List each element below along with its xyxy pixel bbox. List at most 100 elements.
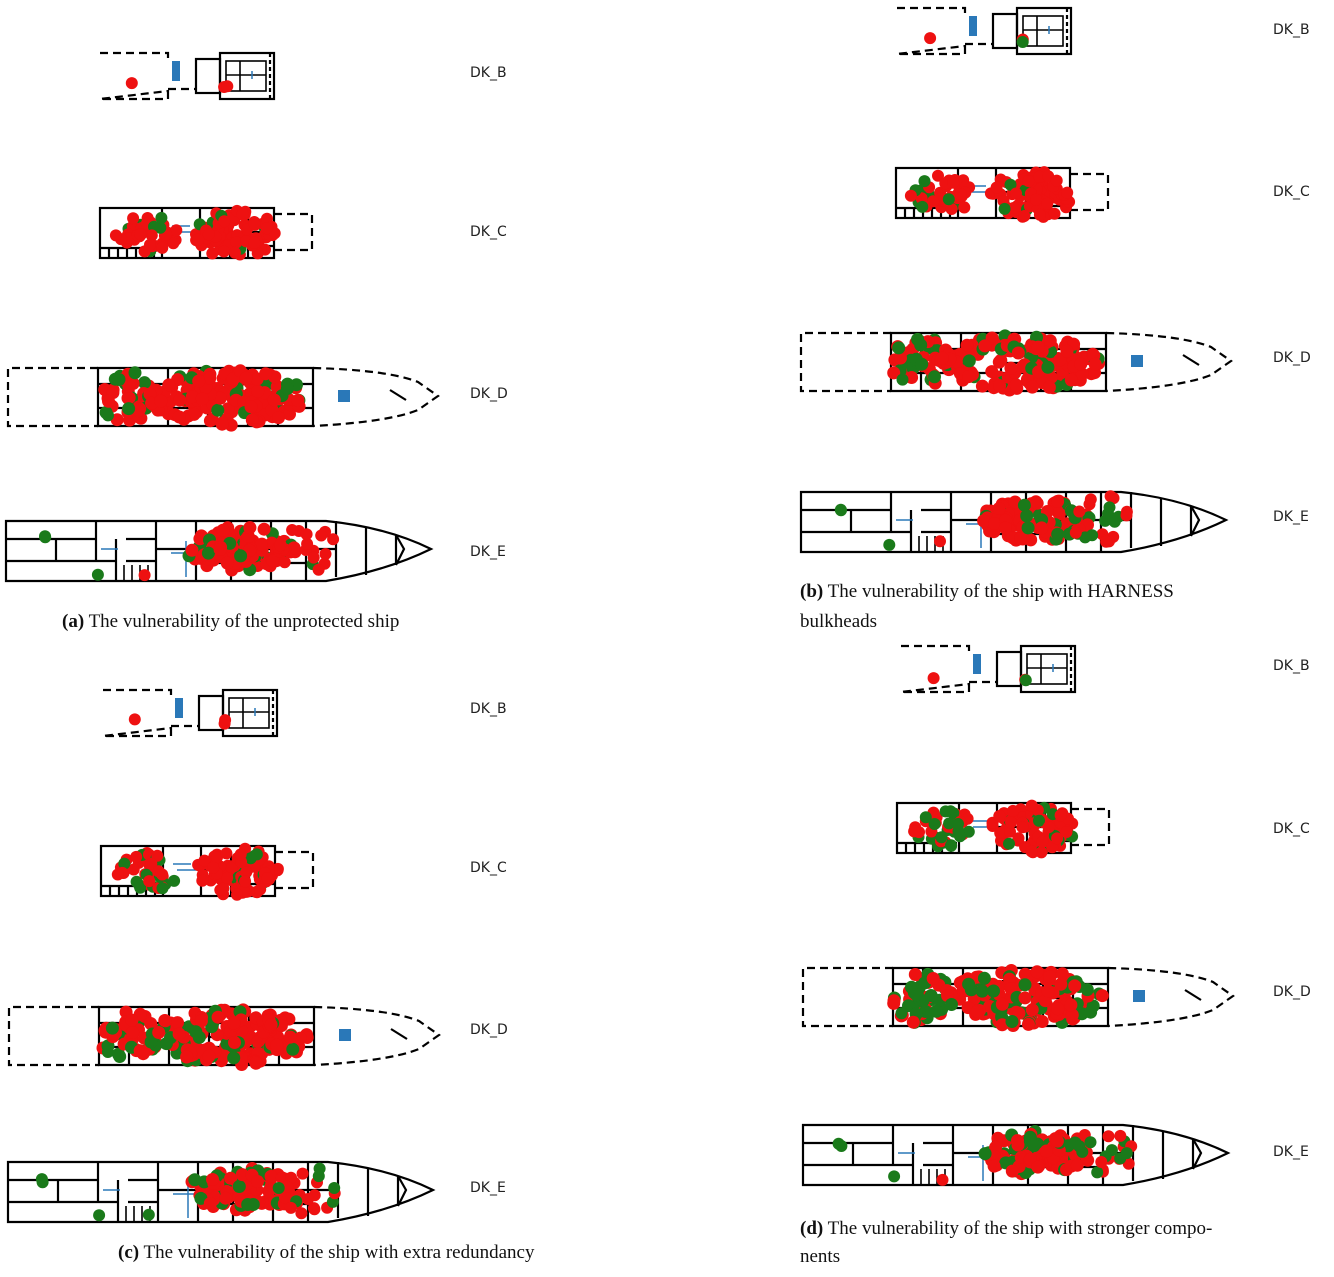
failed-component-marker bbox=[227, 1016, 241, 1030]
failed-component-marker bbox=[220, 556, 234, 570]
failed-component-marker bbox=[1005, 1164, 1019, 1178]
surviving-component-marker bbox=[128, 366, 142, 380]
failed-component-marker bbox=[1054, 809, 1067, 822]
failed-component-marker bbox=[993, 379, 1007, 393]
deck-b-room bbox=[194, 57, 222, 95]
failed-component-marker bbox=[1031, 1160, 1045, 1174]
failed-component-marker bbox=[283, 1030, 297, 1044]
deck-d-stern-dashed bbox=[7, 1005, 99, 1067]
failed-component-marker bbox=[109, 229, 122, 242]
failed-component-marker bbox=[264, 1018, 278, 1032]
caption-a: (a) The vulnerability of the unprotected… bbox=[62, 611, 399, 632]
deck-b-hull-dashed bbox=[102, 688, 173, 738]
failed-component-marker bbox=[312, 563, 325, 576]
failed-component-marker bbox=[264, 1169, 278, 1183]
failed-component-marker bbox=[230, 236, 243, 249]
failed-component-marker bbox=[128, 713, 141, 726]
surviving-component-marker bbox=[39, 531, 52, 544]
surviving-component-marker bbox=[1041, 360, 1055, 374]
failed-component-marker bbox=[1084, 493, 1097, 506]
surviving-component-marker bbox=[998, 202, 1011, 215]
surviving-component-marker bbox=[1017, 498, 1031, 512]
deck-label: DK_D bbox=[470, 386, 508, 402]
surviving-component-marker bbox=[1103, 501, 1116, 514]
failed-component-marker bbox=[293, 1031, 307, 1045]
failed-component-marker bbox=[295, 1207, 308, 1220]
surviving-component-marker bbox=[188, 1173, 202, 1187]
failed-component-marker bbox=[102, 394, 115, 408]
surviving-component-marker bbox=[939, 805, 952, 818]
failed-component-marker bbox=[213, 391, 227, 405]
surviving-component-marker bbox=[134, 881, 147, 894]
failed-component-marker bbox=[257, 522, 271, 536]
deck-e-hull bbox=[6, 1160, 436, 1224]
failed-component-marker bbox=[1100, 535, 1113, 548]
failed-component-marker bbox=[125, 1013, 139, 1027]
failed-component-marker bbox=[219, 714, 232, 727]
failed-component-marker bbox=[960, 338, 974, 352]
surviving-component-marker bbox=[105, 1021, 119, 1035]
failed-component-marker bbox=[985, 365, 999, 379]
surviving-component-marker bbox=[112, 373, 126, 386]
deck-e-hull bbox=[799, 490, 1229, 554]
failed-component-marker bbox=[216, 523, 230, 537]
failed-component-marker bbox=[977, 514, 991, 528]
deck-b-partition bbox=[229, 698, 269, 728]
failed-component-marker bbox=[156, 241, 169, 254]
surviving-component-marker bbox=[122, 402, 136, 416]
failed-component-marker bbox=[301, 537, 314, 550]
failed-component-marker bbox=[904, 189, 917, 202]
failed-component-marker bbox=[259, 367, 273, 381]
surviving-component-marker bbox=[945, 839, 958, 852]
failed-component-marker bbox=[1114, 1129, 1127, 1142]
surviving-component-marker bbox=[888, 1170, 901, 1183]
failed-component-marker bbox=[1039, 1144, 1053, 1158]
failed-component-marker bbox=[954, 188, 967, 200]
failed-component-marker bbox=[988, 517, 1001, 530]
deck-e-drawing bbox=[4, 519, 434, 583]
failed-component-marker bbox=[125, 77, 138, 90]
failed-component-marker bbox=[894, 351, 907, 365]
surviving-component-marker bbox=[918, 175, 931, 188]
failed-component-marker bbox=[1054, 977, 1068, 991]
surviving-component-marker bbox=[977, 971, 991, 985]
surviving-component-marker bbox=[91, 568, 104, 581]
deck-b-room bbox=[1022, 15, 1064, 47]
surviving-component-marker bbox=[943, 817, 956, 830]
failed-component-marker bbox=[1005, 816, 1017, 829]
deck-b-drawing bbox=[102, 688, 279, 738]
deck-label: DK_E bbox=[470, 1180, 506, 1196]
surviving-component-marker bbox=[1005, 1015, 1019, 1028]
equipment-marker bbox=[172, 61, 180, 81]
surviving-component-marker bbox=[916, 200, 929, 213]
failed-component-marker bbox=[1046, 841, 1059, 854]
failed-component-marker bbox=[1022, 1017, 1035, 1031]
failed-component-marker bbox=[130, 850, 143, 863]
surviving-component-marker bbox=[1020, 509, 1034, 523]
failed-component-marker bbox=[296, 1167, 309, 1180]
caption-b: (b) The vulnerability of the ship with H… bbox=[800, 581, 1174, 602]
surviving-component-marker bbox=[1099, 514, 1112, 527]
deck-d-bow-dashed bbox=[313, 1005, 441, 1067]
deck-b-hull-dashed bbox=[99, 51, 170, 101]
surviving-component-marker bbox=[962, 977, 976, 991]
failed-component-marker bbox=[267, 393, 281, 407]
surviving-component-marker bbox=[1019, 674, 1032, 687]
deck-d-stern-dashed bbox=[6, 366, 98, 428]
failed-component-marker bbox=[1088, 357, 1102, 371]
surviving-component-marker bbox=[942, 193, 955, 206]
failed-component-marker bbox=[947, 176, 960, 189]
failed-component-marker bbox=[308, 1203, 321, 1216]
caption-c: (c) The vulnerability of the ship with e… bbox=[118, 1242, 535, 1263]
failed-component-marker bbox=[272, 411, 285, 425]
failed-component-marker bbox=[244, 400, 258, 414]
surviving-component-marker bbox=[313, 1162, 326, 1175]
panel-c: DK_B DK_C DK_D DK_E bbox=[6, 688, 508, 1224]
surviving-component-marker bbox=[142, 1208, 155, 1221]
deck-c-extension bbox=[1071, 807, 1111, 847]
deck-label: DK_E bbox=[1273, 1144, 1309, 1160]
failed-component-marker bbox=[945, 203, 958, 215]
deck-b-room bbox=[995, 650, 1023, 688]
failed-component-marker bbox=[192, 233, 205, 246]
failed-component-marker bbox=[278, 556, 291, 569]
